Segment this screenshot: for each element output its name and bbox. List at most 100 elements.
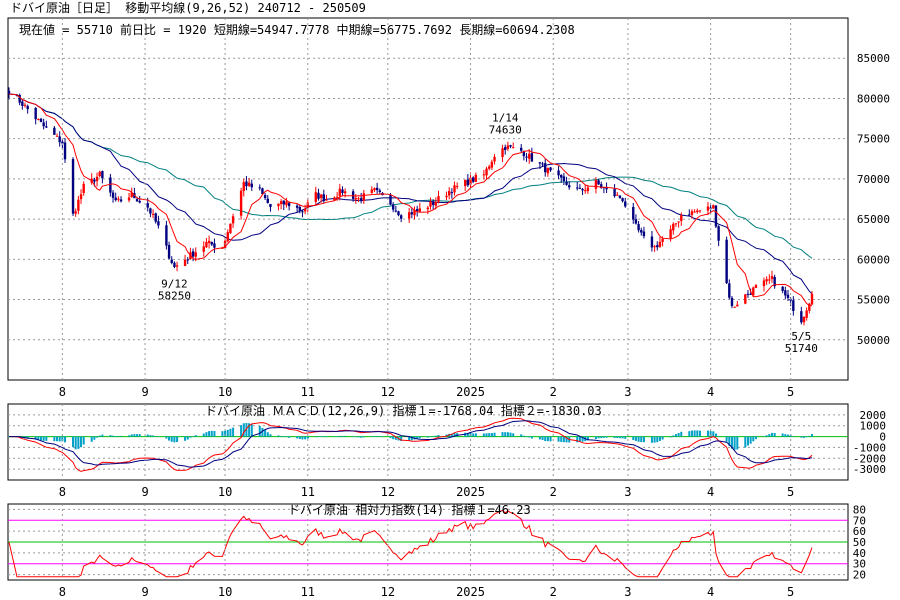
macd-histogram-bar xyxy=(594,436,597,439)
candle-body xyxy=(319,194,323,198)
macd-histogram-bar xyxy=(154,436,157,437)
macd-histogram-bar xyxy=(488,433,491,437)
candle-body xyxy=(656,245,659,248)
macd-histogram-bar xyxy=(450,433,453,437)
macd-histogram-bar xyxy=(245,423,248,437)
month-tick-label: 8 xyxy=(59,385,66,399)
macd-histogram-bar xyxy=(42,436,45,441)
macd-histogram-bar xyxy=(746,436,749,446)
macd-histogram-bar xyxy=(616,436,619,439)
macd-histogram-bar xyxy=(811,434,813,437)
candle-body xyxy=(680,215,683,221)
macd-histogram-bar xyxy=(624,436,627,439)
price-tick-label: 85000 xyxy=(857,52,890,65)
macd-histogram-bar xyxy=(493,432,496,437)
macd-histogram-bar xyxy=(378,436,381,437)
macd-histogram-bar xyxy=(258,425,261,437)
candle-body xyxy=(693,211,696,213)
month-tick-label: 8 xyxy=(59,485,66,499)
candle-body xyxy=(23,104,27,106)
macd-histogram-bar xyxy=(714,433,717,437)
candle-body xyxy=(597,180,600,185)
candle-body xyxy=(520,147,523,151)
month-tick-label: 3 xyxy=(624,585,631,599)
month-tick-label: 9 xyxy=(141,585,148,599)
candle-body xyxy=(805,310,808,318)
candle-body xyxy=(378,190,382,193)
macd-histogram-bar xyxy=(650,436,653,443)
candle-body xyxy=(453,185,456,193)
candle-body xyxy=(784,290,787,296)
price-y-axis: 85000 80000 75000 70000 65000 60000 55000 50000 xyxy=(857,52,890,347)
annotation-high-date: 1/14 xyxy=(492,112,519,125)
candle-body xyxy=(287,202,291,207)
rsi-tick-label: 50 xyxy=(853,536,866,549)
candle-body xyxy=(167,244,171,259)
macd-histogram-bar xyxy=(376,436,379,437)
candle-body xyxy=(530,153,534,162)
macd-histogram-bar xyxy=(613,436,616,439)
macd-histogram-bar xyxy=(280,436,283,437)
candle-body xyxy=(399,215,403,219)
macd-histogram-bar xyxy=(530,436,533,439)
macd-histogram-bar xyxy=(149,435,152,437)
macd-histogram-bar xyxy=(805,436,808,438)
candle-body xyxy=(437,196,440,202)
macd-histogram-bar xyxy=(157,436,160,438)
macd-histogram-bar xyxy=(202,433,205,437)
candle-body xyxy=(762,280,766,286)
macd-histogram-bar xyxy=(224,430,227,437)
month-tick-label: 11 xyxy=(301,385,315,399)
candle-body xyxy=(74,211,77,214)
macd-histogram-bar xyxy=(525,436,528,438)
macd-histogram-bar xyxy=(277,435,280,437)
candle-body xyxy=(415,209,419,212)
macd-histogram-bar xyxy=(717,436,720,437)
candle-body xyxy=(690,211,694,215)
candle-body xyxy=(242,182,245,191)
macd-histogram-bar xyxy=(296,436,299,439)
candle-body xyxy=(119,199,123,202)
macd-tick-label: -2000 xyxy=(853,452,886,465)
macd-histogram-bar xyxy=(37,436,40,441)
candle-body xyxy=(810,293,814,305)
candle-body xyxy=(55,135,59,137)
macd-histogram-bar xyxy=(453,433,456,437)
candle-body xyxy=(546,168,550,174)
candle-body xyxy=(373,188,376,191)
candle-body xyxy=(231,216,235,224)
rsi-tick-label: 60 xyxy=(853,525,866,538)
candle-body xyxy=(792,300,795,311)
macd-histogram-bar xyxy=(336,436,339,438)
annotation-low1-value: 58250 xyxy=(158,289,191,302)
month-tick-label: 2025 xyxy=(456,385,485,399)
macd-histogram-bar xyxy=(674,434,677,437)
candle-body xyxy=(7,90,11,95)
short-ma-layer xyxy=(8,93,813,307)
candle-body xyxy=(338,188,342,196)
macd-histogram-bar xyxy=(656,436,659,443)
macd-histogram-bar xyxy=(576,436,579,443)
candle-body xyxy=(207,240,211,243)
candle-body xyxy=(389,195,392,205)
candle-body xyxy=(18,94,21,103)
candle-body xyxy=(714,205,718,227)
macd-histogram-bar xyxy=(112,435,115,437)
month-tick-label: 9 xyxy=(141,485,148,499)
macd-histogram-bar xyxy=(146,434,149,437)
macd-histogram-bar xyxy=(77,436,80,449)
candle-body xyxy=(752,287,755,296)
macd-histogram-bar xyxy=(784,434,787,437)
macd-histogram-bar xyxy=(557,436,560,442)
month-tick-label: 11 xyxy=(301,485,315,499)
macd-histogram-bar xyxy=(634,436,637,441)
macd-histogram-bar xyxy=(341,435,344,437)
candle-body xyxy=(669,229,672,239)
candle-body xyxy=(696,210,699,213)
macd-histogram-bar xyxy=(696,430,699,437)
macd-histogram-bar xyxy=(344,435,347,437)
candle-body xyxy=(602,187,606,189)
macd-histogram-bar xyxy=(40,436,43,441)
candle-body xyxy=(482,174,486,176)
